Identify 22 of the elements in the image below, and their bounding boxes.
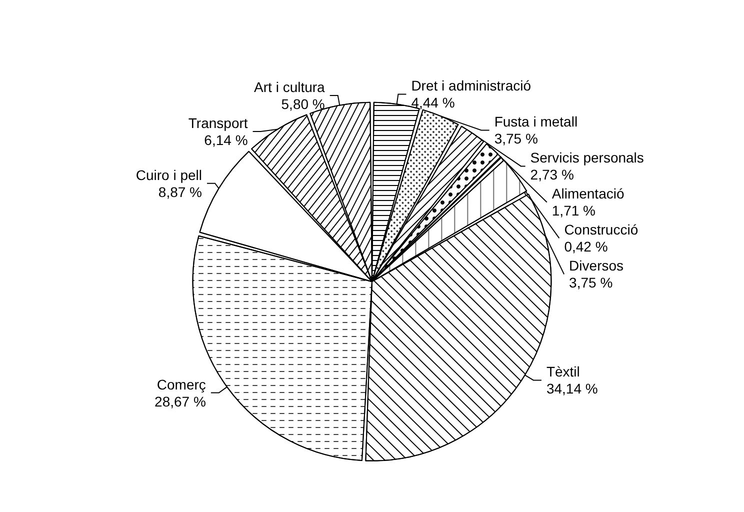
slice-label: Tèxtil [546,364,580,380]
data-label: 6,14 % [204,132,248,148]
data-label: 34,14 % [546,380,598,397]
data-label: 3,75 % [569,274,613,291]
data-label: 2,73 % [530,166,574,183]
data-label: 3,75 % [494,130,538,147]
slice-label: Alimentació [552,186,624,202]
data-label: 0,42 % [564,238,608,255]
slice-label: Diversos [569,258,624,274]
data-label: 1,71 % [552,202,596,219]
slice-label: Transport [188,115,248,132]
slice-label: Comerç [156,376,206,392]
data-label: 5,80 % [281,96,325,112]
slice-label: Cuiro i pell [136,166,202,183]
slice-label: Fusta i metall [494,114,578,130]
slice-label: Art i cultura [254,79,326,96]
slice-label: Servicis personals [530,150,644,166]
slice-label: Construcció [564,222,638,238]
data-label: 28,67 % [154,393,206,410]
slice-label: Dret i administració [411,78,532,94]
data-label: 8,87 % [158,184,202,200]
data-label: 4,44 % [411,94,455,111]
